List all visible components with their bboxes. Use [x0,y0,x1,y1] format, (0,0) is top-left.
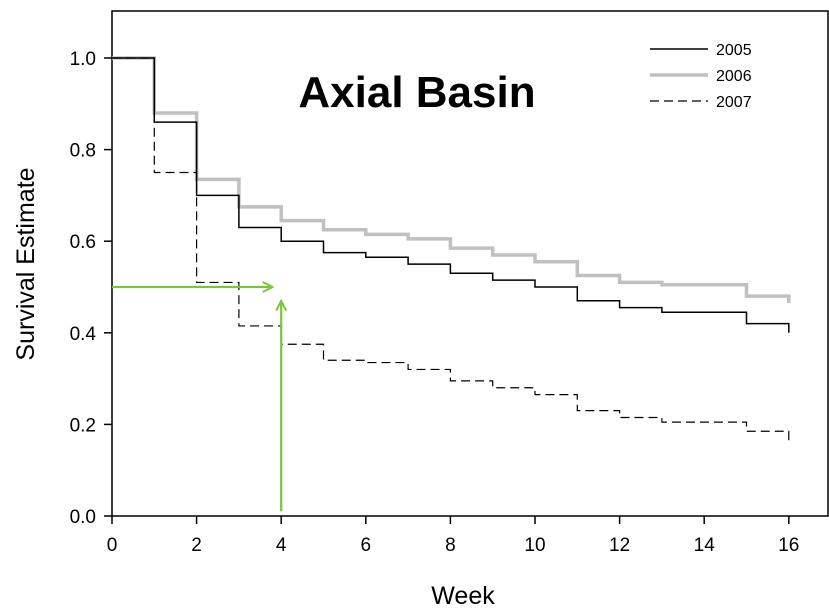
legend-label-2005: 2005 [716,42,752,59]
x-tick-label: 8 [445,535,456,556]
x-tick-label: 4 [276,535,287,556]
x-tick-label: 6 [361,535,372,556]
x-tick-label: 10 [524,535,545,556]
x-tick-label: 12 [609,535,630,556]
legend: 2005 2006 2007 [650,42,752,111]
series-layer [112,56,791,441]
series-line-2005 [112,57,790,333]
chart-title: Axial Basin [298,68,535,117]
series-line-2007 [112,57,790,441]
y-tick-label: 0.2 [70,415,96,436]
plot-frame [111,10,829,517]
legend-label-2006: 2006 [716,68,752,85]
x-tick-label: 2 [191,535,202,556]
series-line-2006 [112,56,791,304]
y-tick-label: 0.0 [70,507,96,528]
x-tick-label: 14 [694,535,716,556]
axis-layer: 0 2 4 6 8 10 12 14 16 0.0 0.2 0.4 0.6 0.8 1.0 [70,49,800,556]
y-tick-label: 0.6 [70,232,96,253]
x-axis-title: Week [431,582,495,610]
y-tick-label: 0.4 [70,324,97,345]
legend-label-2007: 2007 [716,94,752,111]
y-tick-label: 0.8 [70,141,96,162]
y-axis-title: Survival Estimate [12,167,40,360]
x-tick-label: 0 [107,535,118,556]
x-tick-label: 16 [778,535,799,556]
y-tick-label: 1.0 [70,49,96,70]
annotation-layer [112,287,281,512]
